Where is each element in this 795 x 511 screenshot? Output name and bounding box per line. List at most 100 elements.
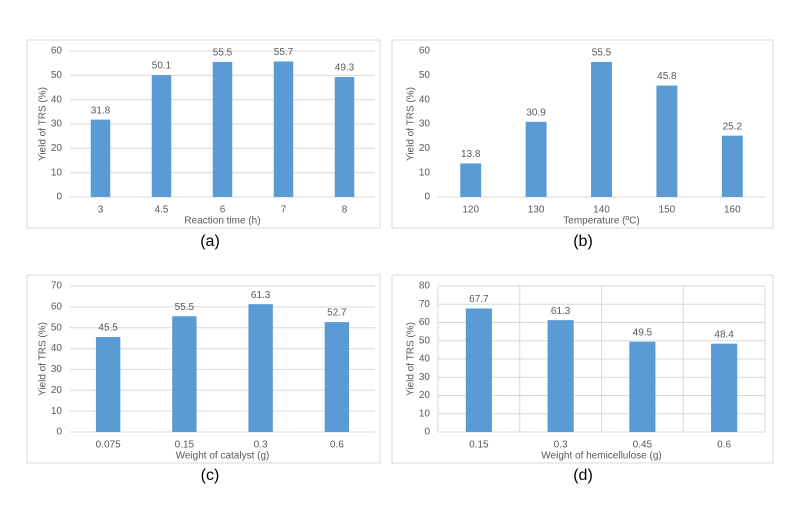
bar — [151, 75, 172, 197]
value-label: 55.5 — [213, 48, 233, 59]
bar — [172, 316, 197, 432]
value-label: 49.3 — [335, 63, 355, 74]
y-tick-label: 20 — [51, 385, 63, 396]
y-tick-label: 40 — [51, 94, 63, 105]
y-tick-label: 40 — [419, 94, 431, 105]
bar — [273, 61, 294, 197]
value-label: 61.3 — [251, 290, 271, 301]
x-tick-label: 130 — [528, 205, 545, 216]
panel-frame — [26, 39, 381, 229]
y-tick-label: 30 — [419, 372, 431, 383]
value-label: 25.2 — [723, 121, 743, 132]
value-label: 52.7 — [327, 308, 347, 319]
bar — [629, 341, 656, 432]
y-tick-label: 60 — [419, 46, 431, 57]
y-tick-label: 0 — [424, 427, 430, 438]
y-tick-label: 0 — [424, 192, 430, 203]
bar — [212, 61, 233, 198]
y-tick-label: 30 — [419, 119, 431, 130]
y-axis-label: Yield of TRS (%) — [406, 87, 417, 161]
caption: (b) — [573, 233, 593, 250]
x-tick-label: 7 — [281, 205, 287, 216]
panel-frame — [391, 39, 774, 229]
y-tick-label: 10 — [51, 167, 63, 178]
caption: (c) — [201, 467, 220, 484]
y-tick-label: 60 — [51, 46, 63, 57]
value-label: 48.4 — [714, 329, 734, 340]
bar — [465, 308, 492, 432]
x-tick-label: 0.6 — [330, 440, 344, 451]
x-tick-label: 0.45 — [633, 440, 653, 451]
y-tick-label: 0 — [56, 192, 62, 203]
value-label: 13.8 — [461, 149, 481, 160]
bar — [656, 85, 678, 197]
value-label: 50.1 — [152, 61, 172, 72]
bar — [90, 119, 111, 197]
x-tick-label: 0.3 — [254, 440, 268, 451]
y-tick-label: 50 — [51, 70, 63, 81]
y-tick-label: 60 — [419, 317, 431, 328]
y-tick-label: 0 — [56, 427, 62, 438]
x-tick-label: 0.075 — [96, 440, 121, 451]
y-tick-label: 20 — [419, 143, 431, 154]
bar — [591, 61, 612, 198]
x-tick-label: 160 — [724, 205, 741, 216]
x-axis-label: Weight of hemicellulose (g) — [541, 451, 661, 462]
y-axis-label: Yield of TRS (%) — [38, 87, 49, 161]
y-axis-label: Yield of TRS (%) — [406, 322, 417, 396]
bar — [460, 163, 482, 197]
y-tick-label: 50 — [51, 322, 63, 333]
x-tick-label: 3 — [98, 205, 104, 216]
caption: (a) — [200, 233, 220, 250]
y-tick-label: 10 — [419, 167, 431, 178]
value-label: 45.5 — [98, 323, 118, 334]
y-tick-label: 40 — [51, 343, 63, 354]
x-tick-label: 150 — [659, 205, 676, 216]
x-tick-label: 0.3 — [554, 440, 568, 451]
x-tick-label: 0.6 — [717, 440, 731, 451]
bar — [334, 77, 355, 197]
value-label: 31.8 — [91, 105, 111, 116]
value-label: 49.5 — [633, 327, 653, 338]
value-label: 30.9 — [526, 107, 546, 118]
value-label: 61.3 — [551, 306, 571, 317]
y-tick-label: 10 — [419, 408, 431, 419]
y-tick-label: 30 — [51, 364, 63, 375]
y-tick-label: 80 — [419, 281, 431, 292]
y-tick-label: 70 — [419, 299, 431, 310]
y-tick-label: 40 — [419, 354, 431, 365]
y-tick-label: 50 — [419, 335, 431, 346]
bar — [721, 135, 743, 197]
y-tick-label: 30 — [51, 119, 63, 130]
x-axis-label: Reaction time (h) — [184, 216, 260, 227]
bar — [248, 304, 273, 432]
x-tick-label: 0.15 — [469, 440, 489, 451]
value-label: 55.7 — [274, 47, 294, 58]
y-tick-label: 20 — [419, 390, 431, 401]
x-tick-label: 120 — [462, 205, 479, 216]
x-axis-label: Temperature (ºC) — [563, 216, 639, 227]
x-axis-label: Weight of catalyst (g) — [176, 451, 270, 462]
value-label: 67.7 — [469, 294, 489, 305]
y-axis-label: Yield of TRS (%) — [38, 322, 49, 396]
x-tick-label: 6 — [220, 205, 226, 216]
bar — [324, 322, 350, 432]
y-tick-label: 50 — [419, 70, 431, 81]
x-tick-label: 140 — [593, 205, 610, 216]
value-label: 45.8 — [657, 71, 677, 82]
bar — [95, 337, 121, 432]
x-tick-label: 0.15 — [175, 440, 195, 451]
bar — [525, 121, 547, 197]
x-tick-label: 4.5 — [155, 205, 169, 216]
value-label: 55.5 — [175, 302, 195, 313]
y-tick-label: 60 — [51, 301, 63, 312]
y-tick-label: 70 — [51, 281, 63, 292]
y-tick-label: 20 — [51, 143, 63, 154]
bar — [711, 343, 738, 432]
value-label: 55.5 — [592, 48, 612, 59]
x-tick-label: 8 — [342, 205, 348, 216]
caption: (d) — [573, 467, 593, 484]
bar — [547, 320, 574, 432]
y-tick-label: 10 — [51, 406, 63, 417]
